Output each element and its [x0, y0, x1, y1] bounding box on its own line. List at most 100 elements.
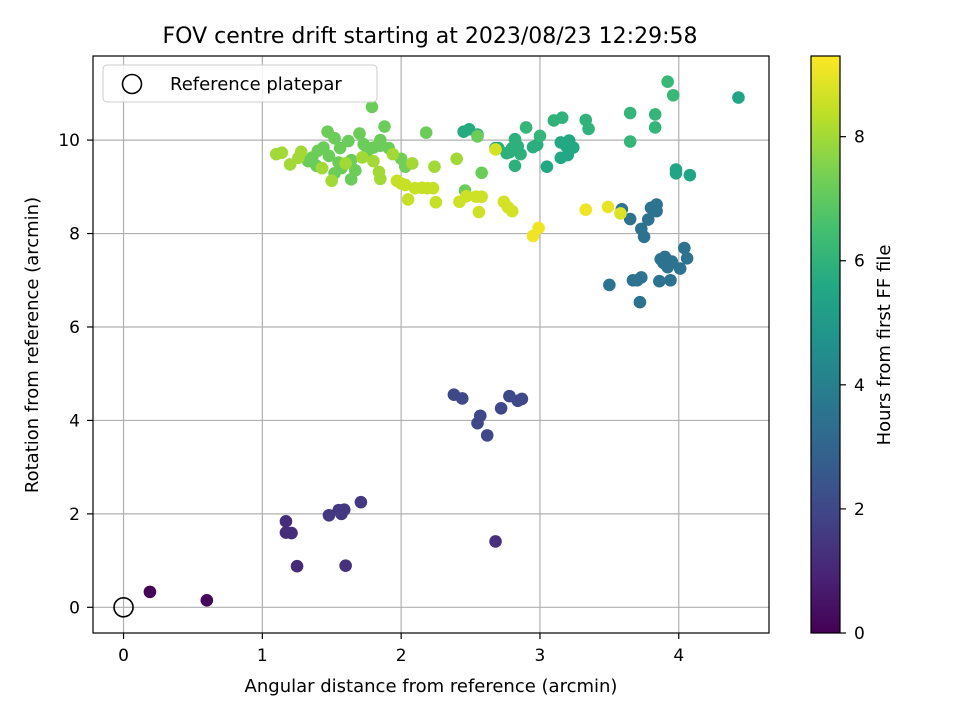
data-point: [294, 145, 308, 159]
data-point: [582, 122, 595, 136]
plot-area: 0 1 2 3 4 0 2 4 6 8 10: [58, 55, 770, 666]
data-point: [405, 157, 419, 170]
x-tick-label: 0: [118, 646, 129, 666]
x-tick-label: 4: [673, 646, 684, 666]
data-point: [337, 503, 351, 516]
data-point: [472, 205, 486, 219]
data-point: [648, 121, 662, 134]
plot-frame: [92, 55, 770, 634]
data-point: [641, 213, 655, 226]
data-point: [386, 147, 400, 161]
data-point: [634, 271, 648, 284]
data-point: [673, 262, 687, 275]
data-point: [401, 193, 415, 206]
data-point: [426, 181, 440, 195]
data-point: [365, 100, 379, 114]
y-tick-label: 0: [69, 598, 80, 618]
data-point: [732, 91, 745, 104]
y-tick-label: 6: [69, 318, 80, 338]
y-tick-label: 10: [58, 131, 80, 151]
data-point: [653, 274, 666, 288]
data-point: [378, 120, 391, 133]
colorbar-tick-label: 2: [854, 500, 865, 520]
data-point: [429, 195, 443, 209]
data-point: [515, 392, 529, 406]
legend-box: [102, 64, 378, 103]
data-point: [664, 273, 677, 287]
x-gridlines: [122, 56, 680, 633]
data-point: [475, 166, 488, 180]
data-point: [547, 114, 561, 127]
data-point: [678, 241, 691, 255]
data-point: [471, 130, 484, 143]
data-point: [290, 559, 304, 573]
data-point: [475, 190, 488, 203]
legend-marker: [121, 73, 143, 95]
data-point: [460, 189, 473, 203]
data-point: [614, 207, 627, 220]
data-point: [399, 178, 412, 192]
x-tick-label: 1: [257, 646, 268, 666]
x-tick-label: 3: [535, 646, 546, 666]
data-point: [489, 535, 502, 548]
data-point: [325, 174, 339, 188]
colorbar-tick-label: 4: [854, 376, 865, 396]
data-point: [514, 147, 527, 161]
data-point: [494, 401, 508, 415]
y-tick-label: 2: [69, 505, 80, 525]
data-point: [603, 278, 616, 292]
data-point: [650, 204, 663, 218]
data-point: [648, 108, 662, 121]
data-point: [661, 75, 674, 88]
data-point: [623, 135, 637, 148]
data-point: [322, 149, 336, 163]
data-point: [353, 127, 366, 140]
colorbar-gradient: [810, 55, 841, 634]
data-point: [279, 515, 293, 528]
data-point: [143, 585, 157, 599]
data-point: [623, 106, 637, 120]
colorbar-tick-label: 0: [854, 624, 865, 644]
data-point: [285, 526, 298, 540]
data-point: [540, 160, 554, 174]
y-tick-label: 4: [69, 411, 80, 431]
y-tick-label: 8: [69, 225, 80, 245]
y-axis-ticks: 0 2 4 6 8 10: [58, 131, 93, 618]
data-points: [143, 75, 745, 607]
colorbar-tick-label: 8: [854, 128, 865, 148]
data-point: [601, 200, 615, 214]
x-axis-ticks: 0 1 2 3 4: [118, 633, 684, 666]
data-point: [637, 230, 651, 244]
colorbar-tick-label: 6: [854, 252, 865, 272]
colorbar: 0 2 4 6 8 Hours from first FF file: [810, 55, 895, 644]
data-point: [680, 252, 694, 265]
data-point: [354, 495, 368, 509]
data-point: [473, 409, 487, 423]
data-point: [450, 152, 463, 166]
data-point: [508, 159, 522, 173]
data-point: [526, 140, 540, 154]
data-point: [505, 204, 519, 218]
y-axis-label: Rotation from reference (arcmin): [22, 197, 43, 493]
data-point: [374, 172, 387, 186]
data-point: [665, 255, 679, 268]
data-point: [666, 88, 680, 102]
data-point: [355, 151, 369, 164]
data-point: [200, 593, 214, 607]
legend-label: Reference platepar: [170, 74, 342, 95]
data-point: [275, 146, 289, 160]
chart-title: FOV centre drift starting at 2023/08/23 …: [163, 24, 698, 49]
x-axis-label: Angular distance from reference (arcmin): [245, 676, 618, 697]
data-point: [428, 160, 441, 174]
data-point: [532, 221, 545, 235]
plot-background: [93, 56, 769, 633]
data-point: [669, 166, 683, 180]
reference-point-marker: [113, 597, 134, 618]
data-point: [623, 212, 637, 226]
data-point: [333, 141, 347, 155]
data-point: [480, 429, 494, 442]
colorbar-label: Hours from first FF file: [874, 245, 895, 446]
colorbar-ticks: 0 2 4 6 8: [840, 128, 865, 644]
data-point: [321, 125, 334, 138]
